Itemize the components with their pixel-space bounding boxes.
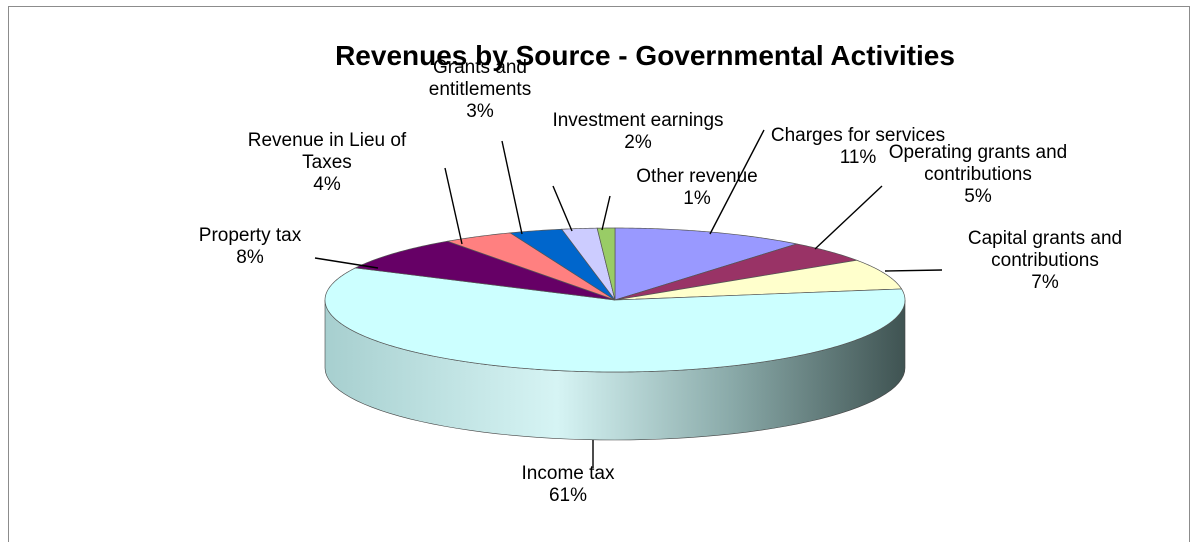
slice-value-label: 11% — [840, 147, 877, 168]
slice-value-label: 1% — [683, 188, 711, 209]
slice-value-label: 7% — [1031, 272, 1059, 293]
pie-slice[interactable] — [324, 267, 906, 373]
pie-slices — [324, 227, 906, 373]
pie-slice[interactable] — [614, 243, 859, 301]
slice-name-label: contributions — [991, 250, 1099, 271]
leader-line — [444, 167, 463, 245]
slice-name-label: Property tax — [199, 225, 302, 246]
slice-value-label: 2% — [624, 132, 652, 153]
leader-line — [709, 129, 765, 235]
pie-slice[interactable] — [446, 232, 616, 301]
leader-line — [814, 185, 883, 250]
slice-value-label: 8% — [236, 247, 264, 268]
pie-slice[interactable] — [561, 227, 616, 301]
slice-name-label: Investment earnings — [552, 110, 723, 131]
slice-name-label: entitlements — [429, 79, 531, 100]
pie-slice[interactable] — [509, 228, 616, 301]
leader-line — [552, 185, 573, 232]
leader-line — [884, 269, 943, 272]
slice-name-label: Taxes — [302, 152, 352, 173]
slice-name-label: Revenue in Lieu of — [248, 130, 407, 151]
pie-slice[interactable] — [596, 227, 616, 301]
slice-value-label: 3% — [466, 101, 494, 122]
slice-name-label: Other revenue — [636, 166, 757, 187]
slice-value-label: 5% — [964, 186, 992, 207]
slice-name-label: Operating grants and — [889, 142, 1068, 163]
slice-name-label: Charges for services — [771, 125, 945, 146]
slice-value-label: 61% — [549, 485, 587, 506]
pie-slice[interactable] — [614, 259, 903, 301]
leader-lines — [314, 129, 943, 468]
chart-title: Revenues by Source - Governmental Activi… — [335, 40, 955, 71]
slice-value-label: 4% — [313, 174, 341, 195]
slice-name-label: Income tax — [522, 463, 615, 484]
slice-name-label: Capital grants and — [968, 228, 1122, 249]
slice-name-label: contributions — [924, 164, 1032, 185]
leader-line — [501, 140, 523, 235]
slice-name-label: Grants and — [433, 57, 527, 78]
leader-line — [601, 195, 611, 231]
leader-line — [314, 257, 379, 269]
pie-slice[interactable] — [354, 240, 616, 301]
